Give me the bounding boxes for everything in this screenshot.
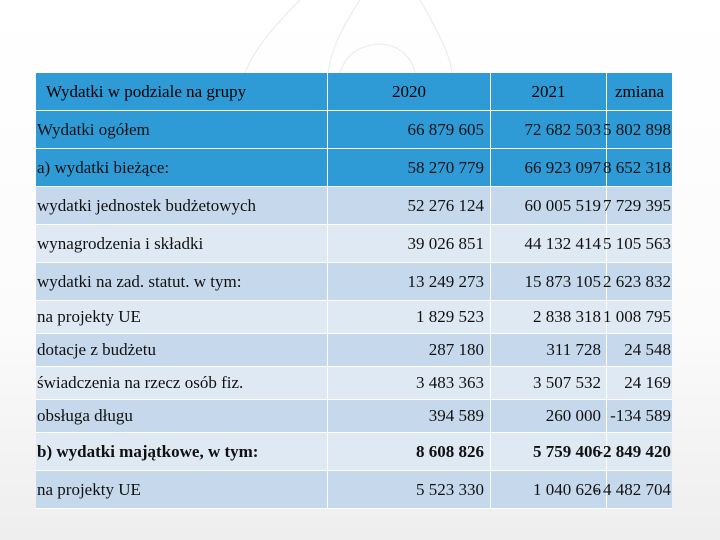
value-change: 7 729 395 <box>603 195 671 215</box>
value-2020: 5 523 330 <box>328 471 491 508</box>
value-2020: 3 483 363 <box>328 367 491 399</box>
table-row: wynagrodzenia i składki 39 026 851 44 13… <box>36 225 672 263</box>
value-2020: 8 608 826 <box>328 433 491 470</box>
value-2020: 39 026 851 <box>328 225 491 262</box>
value-2021: 3 507 532 <box>491 367 607 399</box>
table-row: a) wydatki bieżące: 58 270 779 66 923 09… <box>36 149 672 187</box>
value-change: 1 008 795 <box>603 307 671 326</box>
header-change: zmiana <box>614 81 665 101</box>
value-2020: 58 270 779 <box>328 149 491 186</box>
value-change: 2 623 832 <box>603 271 671 291</box>
table-header: Wydatki w podziale na grupy 2020 2021 zm… <box>36 73 672 111</box>
header-2021: 2021 <box>491 73 607 110</box>
value-2021: 66 923 097 <box>491 149 607 186</box>
row-label: wydatki na zad. statut. w tym: <box>36 263 328 300</box>
value-2020: 66 879 605 <box>328 111 491 148</box>
value-2020: 52 276 124 <box>328 187 491 224</box>
table-row: wydatki jednostek budżetowych 52 276 124… <box>36 187 672 225</box>
row-label: obsługa długu <box>36 400 328 432</box>
table-row: świadczenia na rzecz osób fiz. 3 483 363… <box>36 367 672 400</box>
table-row: obsługa długu 394 589 260 000 -134 589 <box>36 400 672 433</box>
value-2021: 5 759 406 <box>491 433 607 470</box>
row-label: a) wydatki bieżące: <box>36 149 328 186</box>
table-row: b) wydatki majątkowe, w tym: 8 608 826 5… <box>36 433 672 471</box>
row-label: wydatki jednostek budżetowych <box>36 187 328 224</box>
table-row: Wydatki ogółem 66 879 605 72 682 503 5 8… <box>36 111 672 149</box>
value-2021: 15 873 105 <box>491 263 607 300</box>
table-row: wydatki na zad. statut. w tym: 13 249 27… <box>36 263 672 301</box>
row-label: na projekty UE <box>36 471 328 508</box>
table-row: na projekty UE 5 523 330 1 040 626 - 4 4… <box>36 471 672 509</box>
value-2021: 2 838 318 <box>491 301 607 333</box>
value-2020: 13 249 273 <box>328 263 491 300</box>
row-label: b) wydatki majątkowe, w tym: <box>36 433 328 470</box>
value-2021: 60 005 519 <box>491 187 607 224</box>
value-2021: 260 000 <box>491 400 607 432</box>
value-2020: 287 180 <box>328 334 491 366</box>
value-2021: 72 682 503 <box>491 111 607 148</box>
value-2021: 311 728 <box>491 334 607 366</box>
header-category: Wydatki w podziale na grupy <box>36 73 328 110</box>
header-2020: 2020 <box>328 73 491 110</box>
value-change: 5 105 563 <box>603 233 671 253</box>
value-2021: 44 132 414 <box>491 225 607 262</box>
row-label: świadczenia na rzecz osób fiz. <box>36 367 328 399</box>
value-change: -134 589 <box>610 406 671 425</box>
value-change: 24 169 <box>624 373 671 392</box>
row-label: na projekty UE <box>36 301 328 333</box>
expenses-table: Wydatki w podziale na grupy 2020 2021 zm… <box>36 73 672 509</box>
table-row: na projekty UE 1 829 523 2 838 318 1 008… <box>36 301 672 334</box>
row-label: dotacje z budżetu <box>36 334 328 366</box>
value-change: 8 652 318 <box>603 157 671 177</box>
value-change: 24 548 <box>624 340 671 359</box>
value-change: - 4 482 704 <box>593 479 671 499</box>
value-change: 5 802 898 <box>603 119 671 139</box>
value-2020: 394 589 <box>328 400 491 432</box>
row-label: Wydatki ogółem <box>36 111 328 148</box>
table-row: dotacje z budżetu 287 180 311 728 24 548 <box>36 334 672 367</box>
value-2021: 1 040 626 <box>491 471 607 508</box>
value-change: -2 849 420 <box>597 441 671 461</box>
value-2020: 1 829 523 <box>328 301 491 333</box>
row-label: wynagrodzenia i składki <box>36 225 328 262</box>
